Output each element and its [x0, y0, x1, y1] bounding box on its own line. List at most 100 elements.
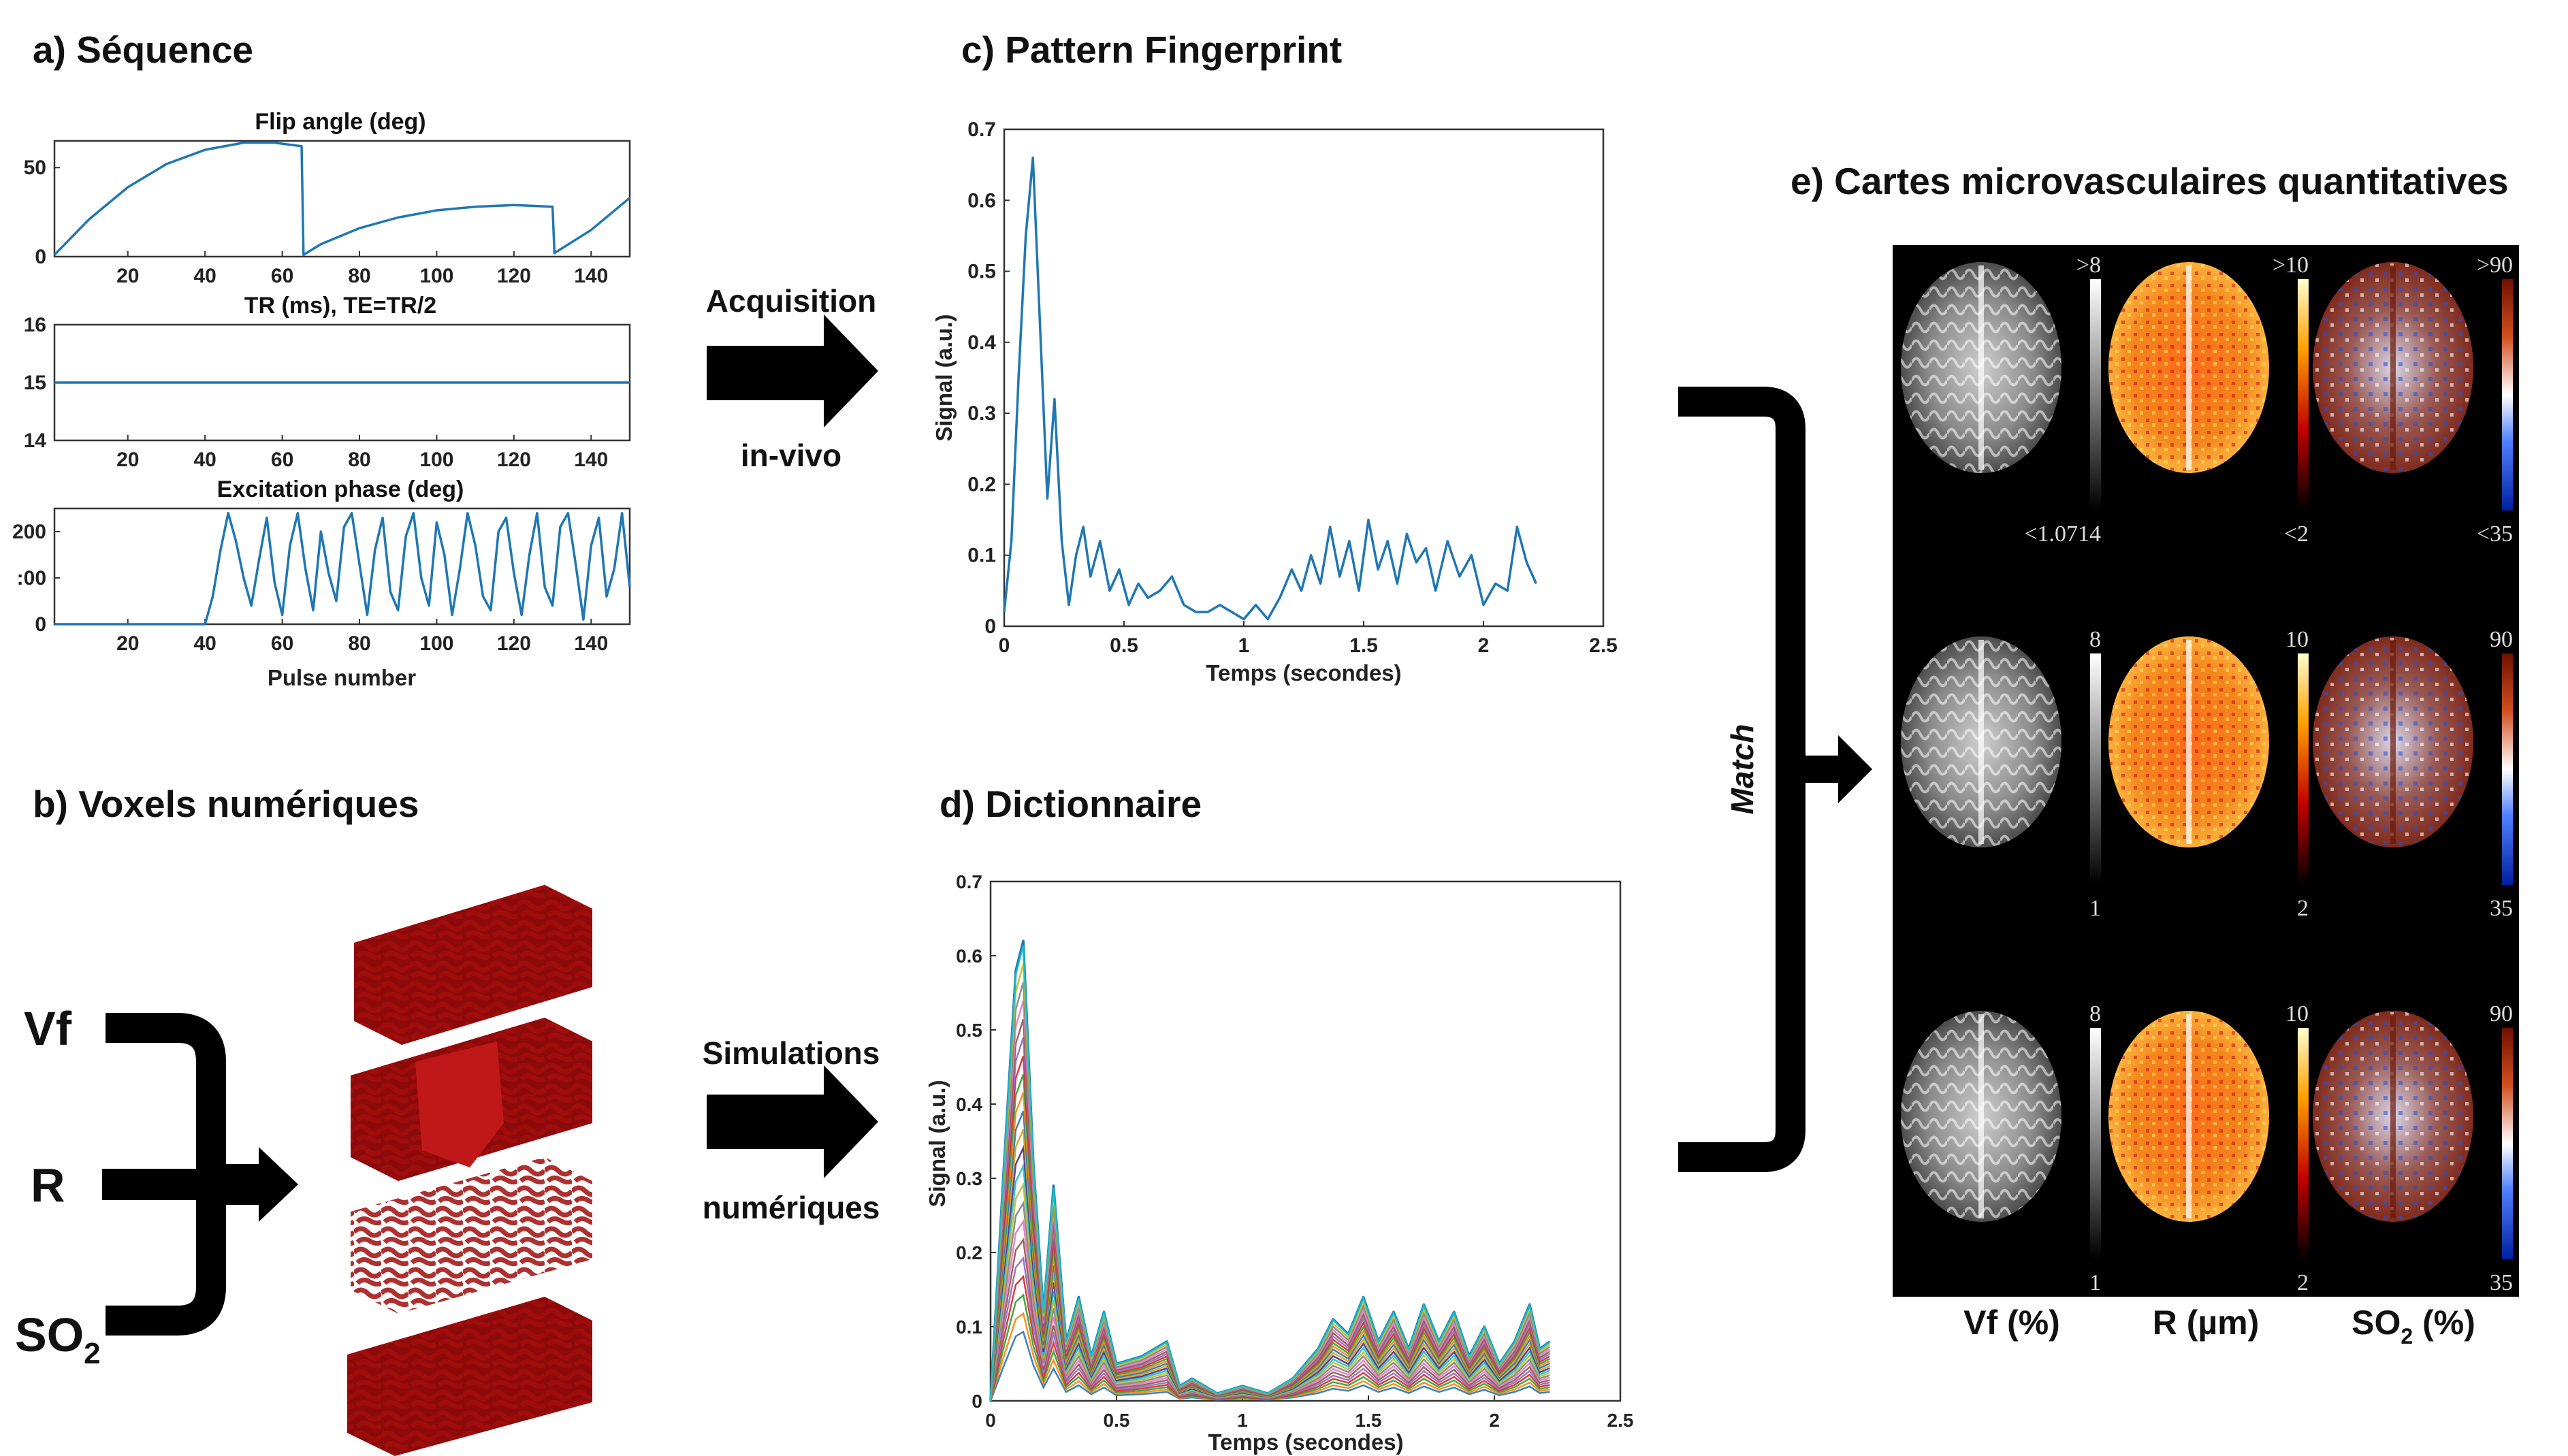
x-tick-label: 100	[419, 632, 453, 655]
y-tick-label: 0.1	[956, 1316, 982, 1338]
dictionary-curve	[989, 945, 1551, 1402]
colorbar-bottom-label: 35	[2490, 1270, 2513, 1295]
acquisition-label-2: in-vivo	[741, 438, 841, 473]
colorbar-top-label: 8	[2089, 627, 2101, 652]
x-tick-label: 2	[1478, 634, 1490, 657]
dictionary-plot: 0 0.5 1 1.5 2 2.5 0 0.1 0.2 0.3 0.4 0.5 0.6 0.7 Temps…	[925, 871, 1633, 1455]
x-tick-label: 40	[193, 265, 216, 287]
simulation-label-1: Simulations	[703, 1035, 880, 1071]
simulation-label-2: numériques	[703, 1190, 880, 1225]
y-tick-label: 0.4	[967, 331, 996, 354]
panel-c-title: c) Pattern Fingerprint	[961, 29, 1342, 71]
tr-title: TR (ms), TE=TR/2	[244, 293, 436, 319]
panel-d-title: d) Dictionnaire	[940, 783, 1202, 825]
panel-a-title: a) Séquence	[33, 29, 253, 71]
x-tick-label: 100	[419, 449, 453, 471]
x-tick-label: 0	[985, 1410, 996, 1431]
x-tick-label: 1.5	[1355, 1410, 1382, 1431]
x-tick-label: 1	[1238, 634, 1250, 657]
flip-angle-title: Flip angle (deg)	[255, 109, 426, 135]
colorbar-top-label: 10	[2285, 1001, 2309, 1026]
x-tick-label: 60	[271, 632, 293, 655]
pulse-number-label: Pulse number	[268, 665, 416, 690]
y-tick-label: 16	[24, 314, 46, 336]
y-tick-label: 0.6	[956, 945, 982, 967]
colorbar-top-label: 90	[2490, 1001, 2513, 1026]
acquisition-label-1: Acquisition	[706, 283, 876, 319]
colorbar-top-label: 8	[2089, 1001, 2101, 1026]
x-tick-label: 2	[1489, 1410, 1500, 1431]
y-tick-label: 15	[24, 372, 46, 394]
panel-b-title: b) Voxels numériques	[33, 783, 419, 825]
x-tick-label: 100	[419, 265, 453, 287]
x-tick-label: 2.5	[1607, 1410, 1634, 1431]
y-tick-label: 200	[12, 521, 46, 543]
voxel-2	[351, 1018, 592, 1181]
flip-angle-plot: Flip angle (deg) 20 40 60 80 100 120 140 0 50	[24, 109, 631, 287]
voxel-input-arrow	[211, 1147, 298, 1222]
panel-e-title: e) Cartes microvasculaires quantitatives	[1791, 160, 2509, 202]
y-tick-label: 0	[972, 1391, 982, 1412]
y-tick-label: 0.3	[956, 1168, 982, 1189]
x-tick-label: 20	[116, 265, 139, 287]
x-tick-label: 120	[497, 449, 531, 471]
y-tick-label: 0.2	[967, 473, 996, 496]
colorbar	[2298, 653, 2309, 885]
dictionary-ylabel: Signal (a.u.)	[925, 1080, 950, 1207]
colorbar	[2502, 653, 2513, 885]
x-tick-label: 60	[271, 449, 293, 471]
colorbar-bottom-label: 2	[2297, 896, 2309, 921]
y-tick-label: 0	[35, 246, 46, 268]
dictionary-xlabel: Temps (secondes)	[1208, 1429, 1403, 1455]
voxel-inputs: Vf R SO2	[15, 1002, 298, 1370]
colorbar-bottom-label: 35	[2490, 896, 2513, 921]
x-tick-label: 20	[116, 632, 139, 655]
y-tick-label: 50	[24, 157, 46, 179]
x-tick-label: 1	[1237, 1410, 1248, 1431]
x-tick-label: 40	[193, 449, 216, 471]
colorbar-top-label: >8	[2076, 253, 2101, 278]
colorbar-bottom-label: 1	[2089, 1270, 2101, 1295]
so2-label: SO2	[15, 1308, 101, 1370]
phase-plot: Excitation phase (deg) 20 40 60 80 100 120 140…	[12, 476, 631, 690]
match-label: Match	[1724, 724, 1760, 815]
x-tick-label: 80	[348, 449, 370, 471]
colorbar	[2298, 1028, 2309, 1259]
y-tick-label: 14	[24, 430, 47, 452]
y-tick-label: 0	[984, 615, 996, 638]
y-tick-label: 0.6	[967, 189, 996, 212]
colorbar-bottom-label: <1.0714	[2024, 521, 2101, 547]
y-tick-label: 0.5	[967, 261, 996, 283]
colorbar	[2090, 279, 2101, 511]
x-tick-label: 0.5	[1104, 1410, 1130, 1431]
x-tick-label: 2.5	[1589, 634, 1618, 657]
dictionary-frame	[989, 880, 1622, 1402]
voxel-3	[351, 1157, 592, 1314]
tr-plot: TR (ms), TE=TR/2 20 40 60 80 100 120 140 14 15 16	[24, 293, 631, 471]
x-tick-label: 0.5	[1110, 634, 1138, 657]
x-tick-label: 140	[574, 632, 608, 655]
series-line	[54, 512, 631, 626]
x-tick-label: 120	[497, 265, 531, 287]
y-tick-label: 0.4	[956, 1094, 982, 1115]
voxel-4	[347, 1297, 592, 1456]
colorbar-top-label: 10	[2285, 627, 2309, 652]
voxel-renderings	[347, 885, 592, 1456]
vf-label: Vf	[24, 1002, 72, 1055]
y-tick-label: 0.2	[956, 1242, 982, 1263]
phase-frame	[53, 507, 631, 626]
colorbar-bottom-label: <35	[2477, 521, 2513, 547]
x-tick-label: 0	[999, 634, 1010, 657]
x-tick-label: 40	[193, 632, 216, 655]
y-tick-label: 0.5	[956, 1020, 982, 1041]
colorbar	[2298, 279, 2309, 511]
x-tick-label: 20	[116, 449, 139, 471]
colorbar-bottom-label: <2	[2284, 521, 2309, 547]
x-tick-label: 80	[348, 632, 370, 655]
y-tick-label: 0.3	[967, 402, 996, 425]
map-grid: >8 <1.0714 >10 <2 >90 <35 8 1 10 2 90 35 8 1 10 2 90 35 V…	[1893, 245, 2519, 1348]
y-tick-label: 0.7	[956, 871, 982, 892]
simulation-arrow-group: Simulations numériques	[703, 1035, 880, 1225]
match-bracket: Match	[1678, 387, 1872, 1172]
